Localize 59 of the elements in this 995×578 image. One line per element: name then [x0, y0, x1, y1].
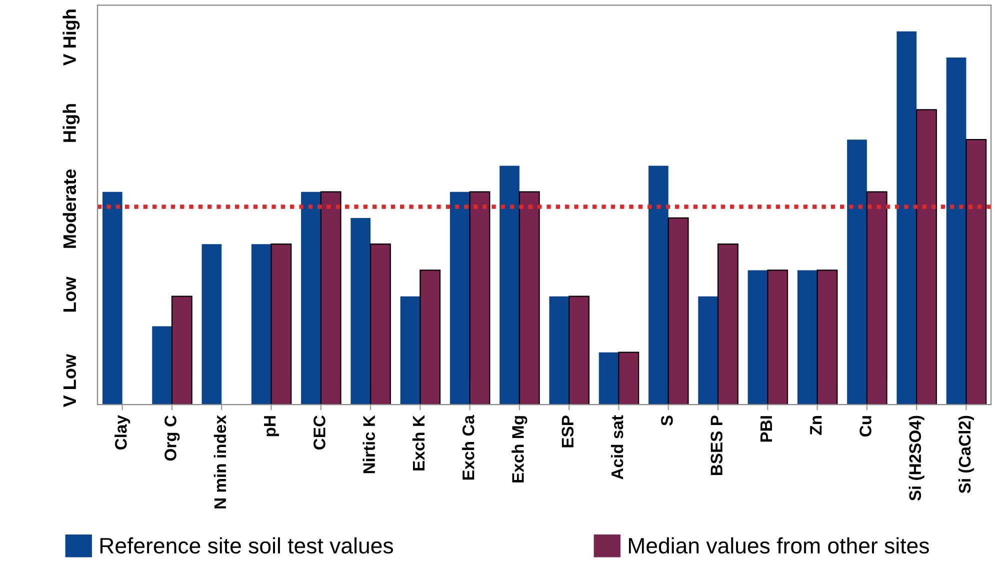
bar [500, 166, 520, 405]
bar [400, 296, 420, 405]
x-tick-label: Si (CaCl2) [958, 416, 974, 494]
bar [568, 296, 590, 405]
bar [251, 244, 272, 405]
bar [549, 296, 570, 405]
bar [102, 192, 122, 405]
text: High [62, 104, 80, 142]
bar [767, 270, 788, 405]
x-tick-label: Si (H2SO4) [908, 416, 924, 501]
x-tick-label: Acid sat [610, 415, 624, 480]
bar [171, 296, 192, 405]
text: Moderate [62, 169, 76, 248]
x-tick-label: Org C [164, 415, 180, 461]
bar [598, 352, 619, 405]
bar [350, 218, 371, 405]
bar [896, 31, 917, 405]
text: Low [63, 276, 76, 312]
bar [797, 270, 818, 405]
bar [618, 352, 640, 405]
x-tick-label: Exch Ca [462, 414, 474, 480]
text: V High [62, 10, 80, 66]
bar [420, 270, 441, 405]
legend-label: Median values from other sites [628, 537, 929, 554]
bar [450, 192, 470, 405]
x-tick-label: Cu [860, 416, 872, 437]
bar [946, 57, 966, 405]
bar [966, 139, 987, 405]
bar [648, 166, 668, 405]
bar [152, 326, 172, 405]
x-tick-label: pH [264, 416, 280, 436]
x-tick-label: Clay [114, 415, 130, 450]
bar [320, 191, 342, 405]
x-tick-label: BSES P [710, 416, 722, 476]
bar [748, 270, 768, 405]
bar [469, 191, 490, 405]
x-tick-label: PBI [760, 416, 772, 442]
bar [301, 192, 321, 405]
x-tick-label: Exch Mg [512, 416, 528, 482]
bar [698, 296, 718, 405]
legend-label: Reference site soil test values [100, 537, 394, 554]
x-tick-label: S [661, 416, 673, 426]
bar [916, 109, 937, 405]
bar [717, 244, 738, 405]
bar [816, 270, 838, 405]
x-tick-label: Zn [810, 416, 822, 435]
bar [202, 244, 222, 405]
bar [370, 244, 391, 405]
text: V Low [63, 354, 76, 408]
x-tick-label: N min index [214, 415, 226, 508]
x-tick-label: CEC [314, 415, 326, 450]
x-tick-label: Exch K [412, 415, 425, 470]
x-tick-label: Nirtic K [362, 415, 375, 474]
bar [270, 244, 292, 405]
x-tick-label: ESP [562, 416, 574, 448]
bar [518, 191, 540, 405]
bar [866, 191, 888, 405]
bar [847, 140, 867, 405]
bar [668, 217, 689, 405]
